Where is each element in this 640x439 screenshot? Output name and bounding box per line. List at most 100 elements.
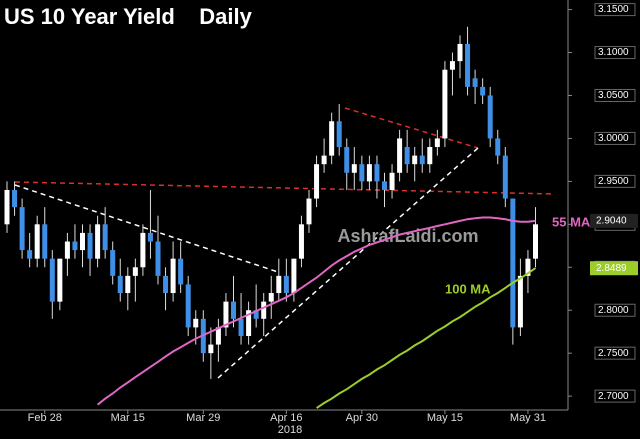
candle-body bbox=[64, 241, 70, 259]
candle-body bbox=[298, 224, 304, 259]
x-tick-label: May 31 bbox=[510, 412, 546, 424]
y-tick-label: 3.0500 bbox=[598, 90, 629, 101]
candle-body bbox=[208, 344, 214, 354]
trend-line bbox=[14, 184, 279, 273]
trend-line bbox=[14, 181, 556, 195]
candle-body bbox=[276, 275, 282, 294]
candle-body bbox=[329, 121, 335, 156]
candle-body bbox=[102, 224, 108, 251]
candle-body bbox=[389, 172, 395, 190]
x-tick-label: Mar 15 bbox=[111, 412, 145, 424]
candle-body bbox=[27, 250, 33, 259]
candle-body bbox=[132, 267, 138, 276]
candle-body bbox=[178, 258, 184, 285]
candle-body bbox=[95, 224, 101, 259]
candle-body bbox=[170, 258, 176, 294]
y-tick-box bbox=[594, 131, 636, 145]
candle-body bbox=[427, 147, 433, 165]
x-axis-year: 2018 bbox=[278, 424, 302, 436]
candle-body bbox=[434, 138, 440, 148]
candle-body bbox=[253, 310, 259, 319]
candle-body bbox=[517, 275, 523, 328]
candle-body bbox=[366, 164, 372, 182]
candle-body bbox=[449, 61, 455, 70]
candle-body bbox=[19, 207, 25, 251]
candle-body bbox=[397, 138, 403, 173]
ma-label: 55 MA bbox=[552, 214, 591, 229]
last-value-tag bbox=[590, 213, 638, 228]
candle-body bbox=[510, 198, 516, 328]
y-tick-label: 3.1500 bbox=[598, 4, 629, 15]
candle-body bbox=[193, 318, 199, 328]
candle-body bbox=[238, 318, 244, 336]
candle-body bbox=[163, 275, 169, 294]
candle-body bbox=[314, 164, 320, 199]
ma-label: 100 MA bbox=[445, 281, 491, 296]
y-tick-box bbox=[594, 174, 636, 188]
candle-body bbox=[72, 241, 78, 251]
y-tick-label: 2.7000 bbox=[598, 391, 629, 402]
candle-body bbox=[404, 147, 410, 165]
x-tick-label: Apr 30 bbox=[346, 412, 378, 424]
candle-body bbox=[382, 181, 387, 190]
candle-body bbox=[306, 198, 312, 225]
candle-body bbox=[215, 327, 221, 345]
y-tick-label: 3.1000 bbox=[598, 47, 629, 58]
candle-body bbox=[231, 301, 236, 319]
candle-body bbox=[12, 189, 18, 208]
candle-body bbox=[291, 258, 297, 294]
last-value-label: 2.8489 bbox=[596, 263, 627, 274]
candle-body bbox=[502, 155, 508, 199]
y-tick-label: 2.9500 bbox=[598, 176, 629, 187]
candle-body bbox=[261, 301, 267, 319]
y-tick-box bbox=[594, 303, 636, 317]
x-tick-label: Mar 29 bbox=[186, 412, 220, 424]
candle-body bbox=[117, 275, 123, 294]
candle-body bbox=[223, 301, 229, 328]
last-value-label: 2.9040 bbox=[596, 216, 627, 227]
ma-line bbox=[316, 267, 537, 409]
candle-body bbox=[472, 78, 478, 87]
x-tick-label: Feb 28 bbox=[28, 412, 62, 424]
candle-body bbox=[34, 224, 40, 259]
candle-body bbox=[4, 189, 10, 225]
y-tick-label: 3.0000 bbox=[598, 133, 629, 144]
candle-body bbox=[442, 69, 448, 139]
candle-body bbox=[283, 275, 289, 294]
candle-body bbox=[110, 250, 116, 276]
candle-body bbox=[480, 86, 486, 96]
x-tick-label: Apr 16 bbox=[270, 412, 302, 424]
y-tick-box bbox=[594, 46, 636, 60]
candle-body bbox=[344, 147, 350, 173]
chart-title: US 10 Year Yield Daily bbox=[4, 4, 253, 29]
candle-body bbox=[125, 275, 131, 294]
candle-body bbox=[487, 95, 493, 139]
candle-body bbox=[457, 43, 463, 62]
candle-body bbox=[155, 241, 161, 276]
candle-body bbox=[268, 293, 274, 302]
y-tick-label: 2.7500 bbox=[598, 348, 629, 359]
ma-line bbox=[96, 216, 536, 406]
candle-body bbox=[87, 232, 93, 259]
watermark: AshrafLaidi.com bbox=[337, 226, 478, 246]
y-tick-label: 2.8000 bbox=[598, 305, 629, 316]
y-tick-box bbox=[594, 88, 636, 102]
candle-body bbox=[42, 224, 48, 259]
candle-body bbox=[419, 155, 425, 165]
trend-lines bbox=[14, 107, 556, 379]
candle-body bbox=[80, 232, 85, 251]
candle-body bbox=[140, 232, 146, 268]
trend-line bbox=[217, 147, 479, 379]
candle-body bbox=[525, 258, 531, 276]
last-value-tag bbox=[590, 261, 638, 276]
candle-body bbox=[246, 310, 252, 336]
candle-body bbox=[185, 284, 191, 328]
candle-body bbox=[533, 224, 538, 259]
candle-body bbox=[57, 258, 63, 302]
y-tick-box bbox=[594, 3, 636, 17]
y-tick-box bbox=[594, 389, 636, 403]
candle-body bbox=[49, 258, 55, 302]
candle-body bbox=[412, 155, 418, 165]
candle-body bbox=[147, 232, 153, 242]
